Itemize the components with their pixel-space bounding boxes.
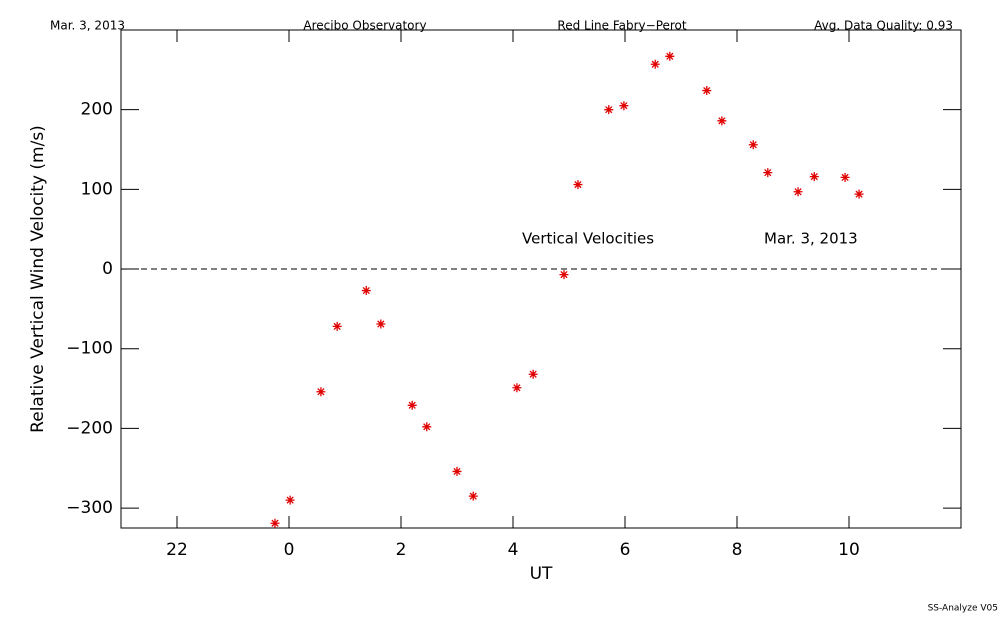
data-point — [468, 491, 478, 501]
x-tick-label: 8 — [732, 540, 743, 560]
y-axis-label: Relative Vertical Wind Velocity (m/s) — [28, 125, 48, 433]
x-tick-label: 4 — [508, 540, 519, 560]
data-point — [407, 400, 417, 410]
x-axis-label: UT — [530, 564, 553, 584]
header-date: Mar. 3, 2013 — [50, 19, 125, 33]
data-point — [316, 387, 326, 397]
data-point — [452, 466, 462, 476]
data-point — [793, 187, 803, 197]
y-tick-label: −300 — [66, 498, 113, 518]
data-point — [604, 105, 614, 115]
data-point — [702, 86, 712, 96]
data-point — [285, 495, 295, 505]
data-point — [361, 286, 371, 296]
annotation: Vertical Velocities — [522, 230, 654, 248]
data-point — [512, 383, 522, 393]
data-point — [270, 518, 280, 528]
annotation: Mar. 3, 2013 — [764, 230, 858, 248]
header-site: Arecibo Observatory — [303, 19, 426, 33]
data-point — [763, 168, 773, 178]
data-point — [840, 172, 850, 182]
data-point — [559, 270, 569, 280]
data-point — [573, 180, 583, 190]
data-point — [809, 172, 819, 182]
y-tick-label: 0 — [102, 259, 113, 279]
x-tick-label: 0 — [284, 540, 295, 560]
x-tick-label: 2 — [396, 540, 407, 560]
data-point — [717, 116, 727, 126]
y-tick-label: 200 — [81, 100, 113, 120]
data-point — [528, 369, 538, 379]
x-tick-label: 10 — [838, 540, 860, 560]
x-tick-label: 22 — [166, 540, 188, 560]
data-point — [376, 319, 386, 329]
y-tick-label: 100 — [81, 179, 113, 199]
header-instrument: Red Line Fabry−Perot — [557, 19, 687, 33]
header-quality: Avg. Data Quality: 0.93 — [814, 19, 953, 33]
data-point — [650, 59, 660, 69]
data-point — [619, 101, 629, 111]
footer: SS-Analyze V05 — [928, 604, 998, 614]
data-point — [332, 321, 342, 331]
y-tick-label: −200 — [66, 418, 113, 438]
data-point — [748, 140, 758, 150]
data-point — [854, 189, 864, 199]
data-point — [665, 51, 675, 61]
data-point — [422, 422, 432, 432]
y-tick-label: −100 — [66, 339, 113, 359]
plot-frame — [120, 29, 962, 529]
x-tick-label: 6 — [620, 540, 631, 560]
